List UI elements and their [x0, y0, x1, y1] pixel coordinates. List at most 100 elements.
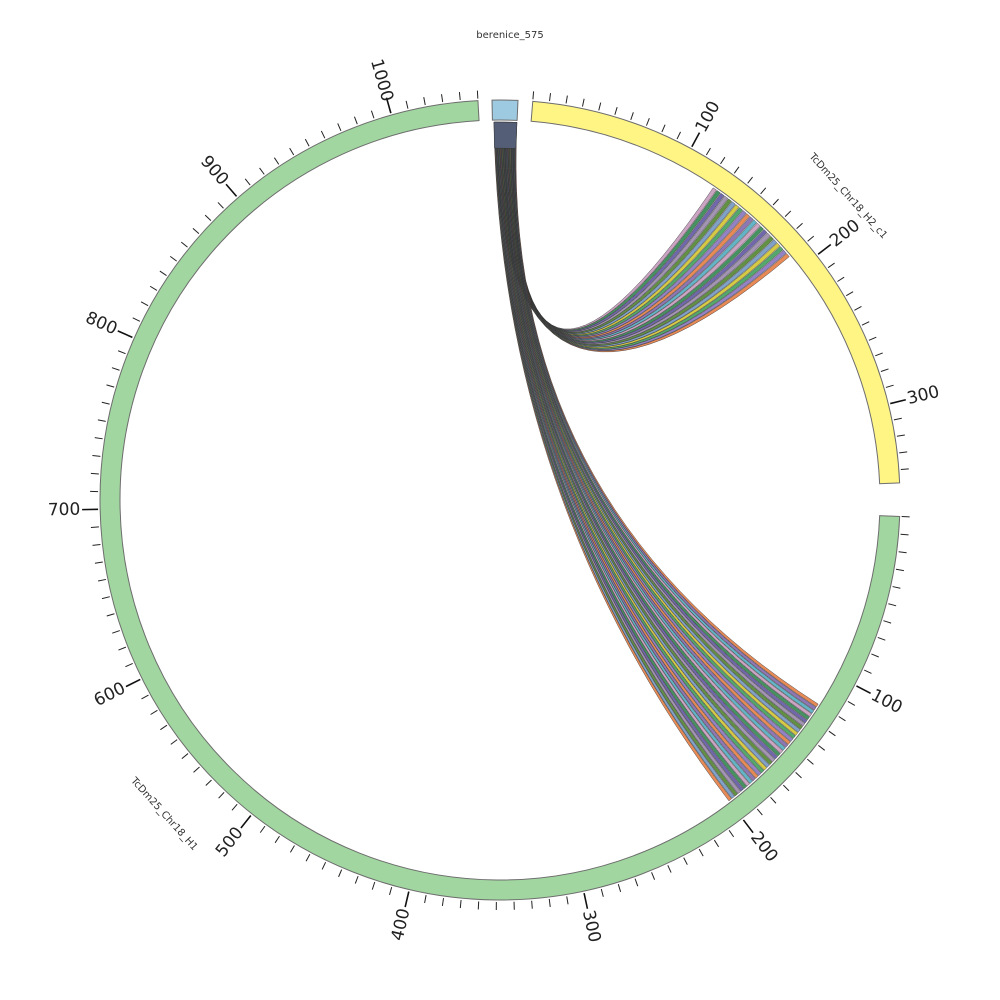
tick	[205, 779, 212, 786]
tick	[370, 110, 375, 119]
tick	[630, 112, 634, 121]
tick	[888, 603, 897, 607]
tick	[159, 270, 167, 276]
tick	[827, 262, 835, 269]
tick	[111, 367, 120, 371]
ideogram-0	[491, 99, 519, 121]
tick	[565, 95, 568, 104]
tick	[337, 123, 342, 132]
tick	[259, 825, 266, 833]
ideogram-2	[99, 100, 901, 901]
tick	[97, 419, 106, 422]
tick	[193, 766, 200, 773]
tick	[583, 892, 589, 909]
tick	[818, 745, 826, 751]
tick	[240, 814, 252, 829]
tick	[117, 350, 126, 355]
link-ribbon	[515, 122, 819, 708]
tick	[861, 321, 870, 326]
tick	[101, 596, 110, 600]
tick	[118, 646, 127, 651]
tick	[149, 285, 158, 291]
tick	[353, 116, 358, 125]
tick-label: 1000	[366, 57, 397, 104]
tick	[548, 898, 551, 907]
tick	[720, 156, 726, 165]
tick	[273, 157, 280, 165]
tick	[289, 845, 295, 853]
ideogram-1	[530, 100, 901, 485]
tick	[900, 468, 909, 470]
tick	[864, 669, 872, 674]
tick-label: 100	[868, 685, 906, 718]
tick	[244, 178, 251, 186]
tick	[160, 724, 168, 731]
tick	[845, 291, 854, 297]
tick	[106, 613, 115, 617]
tick	[566, 896, 569, 905]
link-origin-band	[493, 121, 518, 149]
tick	[770, 796, 777, 804]
tick	[459, 900, 462, 909]
tick	[838, 716, 846, 722]
tick	[581, 98, 585, 107]
tick	[728, 830, 735, 838]
tick	[742, 819, 754, 834]
tick	[698, 848, 704, 857]
tick	[806, 758, 814, 765]
ideograms	[99, 99, 901, 901]
tick	[169, 255, 177, 262]
tick	[192, 227, 200, 235]
tick	[305, 853, 311, 862]
tick	[896, 434, 905, 437]
tick	[600, 888, 604, 897]
tick	[856, 685, 871, 695]
tick	[795, 772, 802, 779]
tick	[423, 97, 426, 106]
tick	[837, 276, 845, 282]
tick	[354, 875, 359, 884]
tick	[218, 792, 225, 799]
tick	[125, 662, 133, 668]
tick	[760, 187, 767, 195]
tick	[676, 131, 681, 140]
segment-label-berenice: berenice_575	[476, 30, 543, 41]
tick	[634, 878, 639, 887]
tick	[385, 97, 392, 114]
tick	[705, 147, 711, 156]
tick	[338, 869, 343, 878]
tick	[667, 865, 672, 873]
tick	[117, 330, 133, 339]
tick-label: 900	[196, 152, 232, 190]
tick	[733, 166, 740, 174]
tick	[371, 881, 376, 890]
tick-label: 400	[388, 907, 415, 943]
tick	[900, 533, 909, 536]
tick	[784, 210, 792, 217]
axis-ticks: 100 200 300 100 200 300 400 500 600 700 800 900 1000	[48, 57, 942, 944]
tick	[204, 214, 212, 222]
tick	[796, 222, 803, 230]
tick	[231, 803, 238, 811]
tick	[424, 895, 427, 904]
segment-label-h1: TcDm25_Chr18_H1	[128, 775, 200, 853]
tick	[140, 301, 149, 307]
tick	[101, 401, 110, 405]
tick	[868, 336, 877, 341]
tick	[614, 106, 618, 115]
tick	[817, 243, 832, 255]
tick	[389, 886, 393, 895]
tick-label: 600	[91, 678, 129, 710]
tick	[92, 544, 101, 546]
tick	[899, 451, 908, 454]
tick-label: 700	[48, 500, 81, 521]
tick-label: 200	[826, 216, 864, 252]
tick	[90, 472, 99, 475]
tick	[895, 568, 904, 572]
tick	[321, 861, 327, 870]
tick	[106, 384, 115, 388]
tick	[893, 417, 902, 421]
tick	[304, 138, 310, 147]
tick	[259, 167, 265, 175]
tick	[170, 739, 178, 745]
